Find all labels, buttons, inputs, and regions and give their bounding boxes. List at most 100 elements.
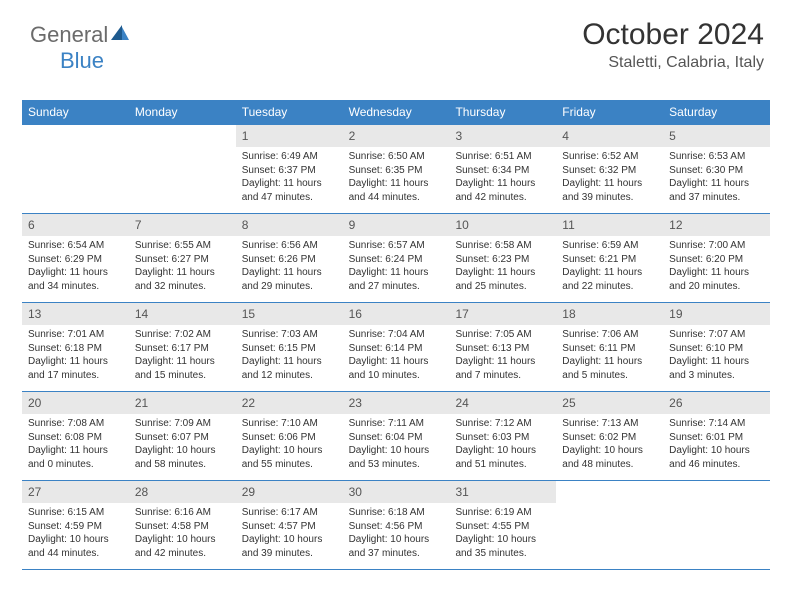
day-cell: 28Sunrise: 6:16 AMSunset: 4:58 PMDayligh… — [129, 481, 236, 569]
page-subtitle: Staletti, Calabria, Italy — [582, 54, 764, 72]
day-cell — [663, 481, 770, 569]
daylight-text: Daylight: 11 hours and 3 minutes. — [669, 355, 764, 382]
daylight-text: Daylight: 11 hours and 42 minutes. — [455, 177, 550, 204]
day-cell — [22, 125, 129, 213]
daylight-text: Daylight: 10 hours and 46 minutes. — [669, 444, 764, 471]
sunset-text: Sunset: 4:56 PM — [349, 520, 444, 534]
weekday-header: Wednesday — [343, 100, 450, 124]
daylight-text: Daylight: 11 hours and 25 minutes. — [455, 266, 550, 293]
day-number: 11 — [556, 214, 663, 236]
daylight-text: Daylight: 10 hours and 44 minutes. — [28, 533, 123, 560]
header: October 2024 Staletti, Calabria, Italy — [582, 18, 764, 72]
day-cell: 20Sunrise: 7:08 AMSunset: 6:08 PMDayligh… — [22, 392, 129, 480]
day-number: 21 — [129, 392, 236, 414]
sunrise-text: Sunrise: 7:05 AM — [455, 328, 550, 342]
day-number — [556, 481, 663, 503]
day-content: Sunrise: 6:58 AMSunset: 6:23 PMDaylight:… — [449, 236, 556, 297]
sunset-text: Sunset: 6:18 PM — [28, 342, 123, 356]
daylight-text: Daylight: 11 hours and 7 minutes. — [455, 355, 550, 382]
sunrise-text: Sunrise: 7:02 AM — [135, 328, 230, 342]
sunrise-text: Sunrise: 6:49 AM — [242, 150, 337, 164]
day-number: 24 — [449, 392, 556, 414]
daylight-text: Daylight: 10 hours and 51 minutes. — [455, 444, 550, 471]
day-content: Sunrise: 7:01 AMSunset: 6:18 PMDaylight:… — [22, 325, 129, 386]
daylight-text: Daylight: 10 hours and 53 minutes. — [349, 444, 444, 471]
day-content: Sunrise: 7:03 AMSunset: 6:15 PMDaylight:… — [236, 325, 343, 386]
sunset-text: Sunset: 6:03 PM — [455, 431, 550, 445]
day-content: Sunrise: 7:08 AMSunset: 6:08 PMDaylight:… — [22, 414, 129, 475]
daylight-text: Daylight: 10 hours and 48 minutes. — [562, 444, 657, 471]
day-cell: 21Sunrise: 7:09 AMSunset: 6:07 PMDayligh… — [129, 392, 236, 480]
sunrise-text: Sunrise: 7:01 AM — [28, 328, 123, 342]
day-number: 2 — [343, 125, 450, 147]
day-content: Sunrise: 6:53 AMSunset: 6:30 PMDaylight:… — [663, 147, 770, 208]
daylight-text: Daylight: 11 hours and 39 minutes. — [562, 177, 657, 204]
week-row: 1Sunrise: 6:49 AMSunset: 6:37 PMDaylight… — [22, 124, 770, 213]
day-content: Sunrise: 6:51 AMSunset: 6:34 PMDaylight:… — [449, 147, 556, 208]
sunrise-text: Sunrise: 7:11 AM — [349, 417, 444, 431]
sunrise-text: Sunrise: 7:04 AM — [349, 328, 444, 342]
day-cell: 4Sunrise: 6:52 AMSunset: 6:32 PMDaylight… — [556, 125, 663, 213]
sunset-text: Sunset: 6:37 PM — [242, 164, 337, 178]
day-cell: 26Sunrise: 7:14 AMSunset: 6:01 PMDayligh… — [663, 392, 770, 480]
sunrise-text: Sunrise: 7:13 AM — [562, 417, 657, 431]
day-cell: 3Sunrise: 6:51 AMSunset: 6:34 PMDaylight… — [449, 125, 556, 213]
daylight-text: Daylight: 10 hours and 55 minutes. — [242, 444, 337, 471]
sunrise-text: Sunrise: 6:57 AM — [349, 239, 444, 253]
day-content: Sunrise: 7:13 AMSunset: 6:02 PMDaylight:… — [556, 414, 663, 475]
week-row: 6Sunrise: 6:54 AMSunset: 6:29 PMDaylight… — [22, 213, 770, 302]
day-number: 20 — [22, 392, 129, 414]
day-cell: 14Sunrise: 7:02 AMSunset: 6:17 PMDayligh… — [129, 303, 236, 391]
day-content: Sunrise: 7:07 AMSunset: 6:10 PMDaylight:… — [663, 325, 770, 386]
sunrise-text: Sunrise: 7:09 AM — [135, 417, 230, 431]
day-cell: 11Sunrise: 6:59 AMSunset: 6:21 PMDayligh… — [556, 214, 663, 302]
sunset-text: Sunset: 6:23 PM — [455, 253, 550, 267]
day-cell: 10Sunrise: 6:58 AMSunset: 6:23 PMDayligh… — [449, 214, 556, 302]
day-content: Sunrise: 6:55 AMSunset: 6:27 PMDaylight:… — [129, 236, 236, 297]
day-number: 10 — [449, 214, 556, 236]
sunset-text: Sunset: 6:04 PM — [349, 431, 444, 445]
daylight-text: Daylight: 10 hours and 42 minutes. — [135, 533, 230, 560]
day-cell — [556, 481, 663, 569]
sunrise-text: Sunrise: 6:18 AM — [349, 506, 444, 520]
day-cell: 9Sunrise: 6:57 AMSunset: 6:24 PMDaylight… — [343, 214, 450, 302]
day-cell: 7Sunrise: 6:55 AMSunset: 6:27 PMDaylight… — [129, 214, 236, 302]
sunrise-text: Sunrise: 7:14 AM — [669, 417, 764, 431]
weekday-header: Monday — [129, 100, 236, 124]
sunset-text: Sunset: 6:17 PM — [135, 342, 230, 356]
day-cell — [129, 125, 236, 213]
sunset-text: Sunset: 6:15 PM — [242, 342, 337, 356]
day-number: 6 — [22, 214, 129, 236]
sunrise-text: Sunrise: 6:50 AM — [349, 150, 444, 164]
sunrise-text: Sunrise: 6:58 AM — [455, 239, 550, 253]
sunset-text: Sunset: 6:26 PM — [242, 253, 337, 267]
week-row: 13Sunrise: 7:01 AMSunset: 6:18 PMDayligh… — [22, 302, 770, 391]
sunrise-text: Sunrise: 6:54 AM — [28, 239, 123, 253]
day-number: 15 — [236, 303, 343, 325]
day-number: 3 — [449, 125, 556, 147]
sunrise-text: Sunrise: 6:52 AM — [562, 150, 657, 164]
sunset-text: Sunset: 6:34 PM — [455, 164, 550, 178]
sunset-text: Sunset: 6:07 PM — [135, 431, 230, 445]
day-number: 29 — [236, 481, 343, 503]
weekday-header: Sunday — [22, 100, 129, 124]
sunrise-text: Sunrise: 6:15 AM — [28, 506, 123, 520]
sunset-text: Sunset: 6:13 PM — [455, 342, 550, 356]
sunrise-text: Sunrise: 7:08 AM — [28, 417, 123, 431]
day-cell: 24Sunrise: 7:12 AMSunset: 6:03 PMDayligh… — [449, 392, 556, 480]
day-cell: 29Sunrise: 6:17 AMSunset: 4:57 PMDayligh… — [236, 481, 343, 569]
day-cell: 6Sunrise: 6:54 AMSunset: 6:29 PMDaylight… — [22, 214, 129, 302]
sunset-text: Sunset: 6:14 PM — [349, 342, 444, 356]
sunset-text: Sunset: 6:21 PM — [562, 253, 657, 267]
daylight-text: Daylight: 11 hours and 22 minutes. — [562, 266, 657, 293]
daylight-text: Daylight: 11 hours and 15 minutes. — [135, 355, 230, 382]
day-content: Sunrise: 6:54 AMSunset: 6:29 PMDaylight:… — [22, 236, 129, 297]
sunset-text: Sunset: 6:35 PM — [349, 164, 444, 178]
sunset-text: Sunset: 4:59 PM — [28, 520, 123, 534]
week-row: 20Sunrise: 7:08 AMSunset: 6:08 PMDayligh… — [22, 391, 770, 480]
day-content: Sunrise: 7:09 AMSunset: 6:07 PMDaylight:… — [129, 414, 236, 475]
day-number: 22 — [236, 392, 343, 414]
daylight-text: Daylight: 11 hours and 37 minutes. — [669, 177, 764, 204]
sunrise-text: Sunrise: 7:00 AM — [669, 239, 764, 253]
weekday-header: Saturday — [663, 100, 770, 124]
